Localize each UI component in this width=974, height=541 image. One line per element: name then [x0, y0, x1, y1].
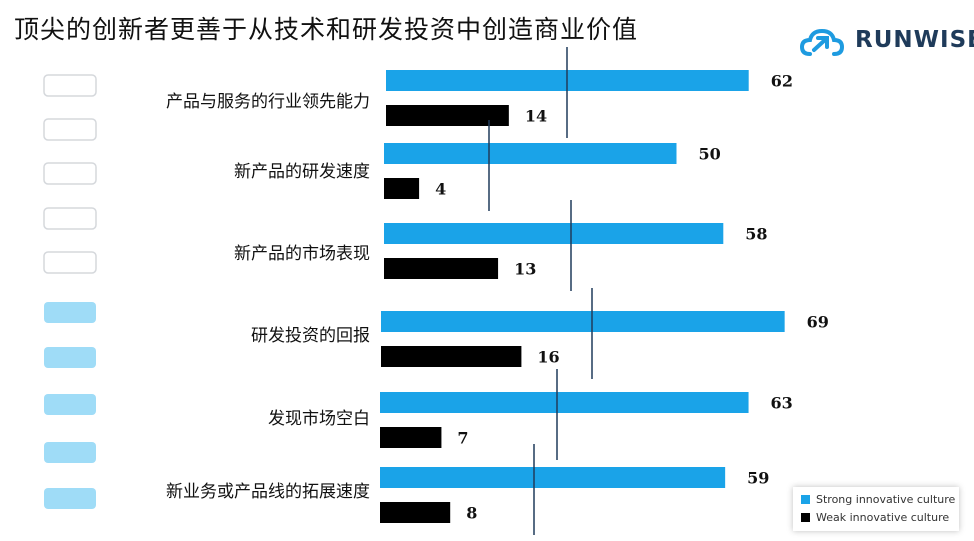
chart-legend: Strong innovative culture Weak innovativ…	[793, 487, 959, 531]
value-label-weak: 13	[514, 260, 536, 279]
category-label: 发现市场空白	[268, 409, 370, 429]
side-tab	[44, 347, 96, 368]
legend-label-weak: Weak innovative culture	[816, 511, 950, 524]
chart-title: 顶尖的创新者更善于从技术和研发投资中创造商业价值	[14, 15, 639, 44]
value-label-strong: 58	[745, 225, 767, 244]
side-tab	[43, 162, 97, 185]
legend-swatch-weak	[801, 513, 810, 522]
bar-strong	[384, 223, 724, 244]
bar-strong	[384, 143, 677, 164]
side-tab	[44, 488, 96, 509]
bar-weak	[386, 105, 509, 126]
side-tab	[43, 251, 97, 274]
category-label: 新产品的市场表现	[234, 244, 370, 264]
value-label-strong: 63	[771, 394, 793, 413]
bar-weak	[380, 427, 442, 448]
value-label-strong: 59	[747, 469, 769, 488]
category-label: 新业务或产品线的拓展速度	[166, 482, 370, 502]
category-label: 新产品的研发速度	[234, 162, 370, 182]
cloud-arrow-icon	[800, 28, 845, 56]
bar-weak	[380, 502, 451, 523]
value-label-weak: 8	[466, 504, 477, 523]
side-tab	[43, 118, 97, 141]
value-label-strong: 62	[771, 72, 793, 91]
side-tab	[44, 302, 96, 323]
value-label-weak: 4	[435, 180, 446, 199]
side-tab	[43, 74, 97, 97]
category-label: 研发投资的回报	[251, 326, 370, 346]
value-label-strong: 69	[807, 313, 829, 332]
bar-strong	[380, 392, 749, 413]
bar-weak	[384, 258, 499, 279]
value-label-strong: 50	[699, 145, 721, 164]
category-label: 产品与服务的行业领先能力	[166, 92, 370, 112]
side-tab	[44, 442, 96, 463]
side-tab	[44, 394, 96, 415]
value-label-weak: 7	[457, 429, 468, 448]
legend-swatch-strong	[801, 495, 810, 504]
legend-label-strong: Strong innovative culture	[816, 493, 956, 506]
bar-weak	[384, 178, 420, 199]
value-label-weak: 16	[537, 348, 559, 367]
bar-weak	[381, 346, 522, 367]
value-label-weak: 14	[525, 107, 547, 126]
logo-text: RUNWISE	[855, 27, 974, 53]
legend-item-strong: Strong innovative culture	[801, 493, 955, 506]
bar-strong	[381, 311, 785, 332]
legend-item-weak: Weak innovative culture	[801, 511, 949, 524]
side-tab	[43, 207, 97, 230]
bar-strong	[380, 467, 726, 488]
